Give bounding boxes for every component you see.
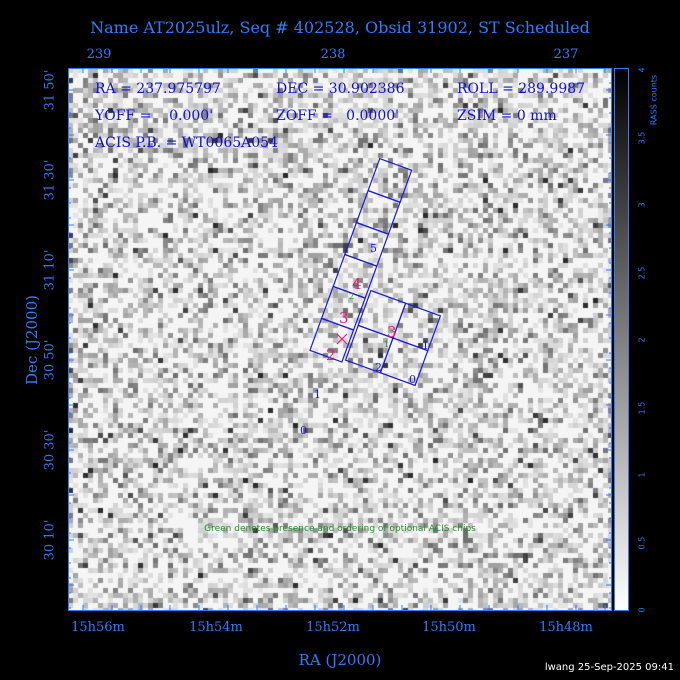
rass-background-image (68, 68, 612, 611)
chip-label: 3 (339, 309, 349, 327)
acis-field-overlay: 5 4 3 2 1 0 3 1 2 0 2 1 (68, 68, 612, 611)
x-tick-label: 15h54m (189, 620, 243, 635)
colorbar-title: RASS counts (649, 74, 659, 126)
ra-readout: RA = 237.975797 (95, 81, 221, 97)
colorbar-tick-label: 0 (637, 607, 647, 613)
top-axis-label-239: 239 (86, 47, 112, 62)
colorbar-tick-label: 1 (637, 472, 647, 478)
x-axis-label: RA (J2000) (298, 651, 382, 669)
chip-outline (344, 221, 390, 267)
footer-credit: lwang 25-Sep-2025 09:41 (544, 662, 674, 673)
colorbar-tick-label: 4 (637, 67, 647, 73)
dec-readout: DEC = 30.902386 (276, 81, 405, 97)
x-tick-label: 15h50m (422, 620, 476, 635)
zoff-readout: ZOFF = 0.0000' (276, 108, 399, 124)
colorbar-tick-label: 2 (637, 337, 647, 343)
chip-label: 5 (370, 242, 377, 255)
aimpoint-marker (336, 333, 348, 345)
yoff-readout: YOFF = 0.000' (95, 108, 214, 124)
y-tick-label: 31 50' (42, 69, 58, 111)
plot-title: Name AT2025ulz, Seq # 402528, Obsid 3190… (90, 18, 590, 37)
chip-outline (379, 337, 429, 387)
optional-chip-label: 2 (349, 292, 354, 301)
colorbar (614, 68, 629, 611)
top-axis-label-237: 237 (553, 47, 579, 62)
acis-i-array (344, 289, 442, 387)
x-tick-label: 15h56m (71, 620, 125, 635)
acis-s-array (309, 157, 413, 363)
y-tick-label: 30 30' (42, 429, 58, 471)
colorbar-tick-label: 3.5 (637, 131, 647, 144)
y-axis-label: Dec (J2000) (23, 295, 41, 385)
colorbar-tick-label: 0.5 (637, 536, 647, 549)
y-tick-label: 31 10' (42, 249, 58, 291)
chip-label: 1 (314, 388, 321, 401)
chip-label: 2 (326, 346, 336, 364)
y-tick-label: 30 50' (42, 339, 58, 381)
chip-label: 4 (352, 275, 362, 293)
colorbar-tick-label: 2.5 (637, 266, 647, 279)
colorbar-tick-label: 3 (637, 202, 647, 208)
optional-chip-label: 1 (384, 340, 389, 349)
roll-readout: ROLL = 289.9987 (457, 81, 586, 97)
zsim-readout: ZSIM = 0 mm (457, 108, 557, 124)
sky-image: 5 4 3 2 1 0 3 1 2 0 2 1 RA = 237.975797 … (68, 68, 612, 611)
chip-outline (355, 189, 401, 235)
chip-label: 0 (409, 373, 416, 386)
chip-label: 2 (375, 361, 382, 374)
chip-label: 0 (300, 424, 307, 437)
acis-pb-readout: ACIS P.B. = WT0065A054 (95, 135, 278, 151)
plot-frame (68, 68, 612, 611)
colorbar-tick-label: 1.5 (637, 401, 647, 414)
top-axis-label-238: 238 (320, 47, 346, 62)
chip-outline (309, 317, 355, 363)
chip-label: 1 (422, 339, 429, 352)
x-tick-label: 15h52m (306, 620, 360, 635)
optional-chips-note: Green denotes presence and ordering of o… (204, 524, 476, 534)
chip-label: 3 (387, 323, 397, 341)
y-tick-label: 31 30' (42, 159, 58, 201)
chip-outline (367, 157, 413, 204)
x-tick-label: 15h48m (539, 620, 593, 635)
y-tick-label: 30 10' (42, 519, 58, 561)
chip-outline (392, 302, 442, 352)
